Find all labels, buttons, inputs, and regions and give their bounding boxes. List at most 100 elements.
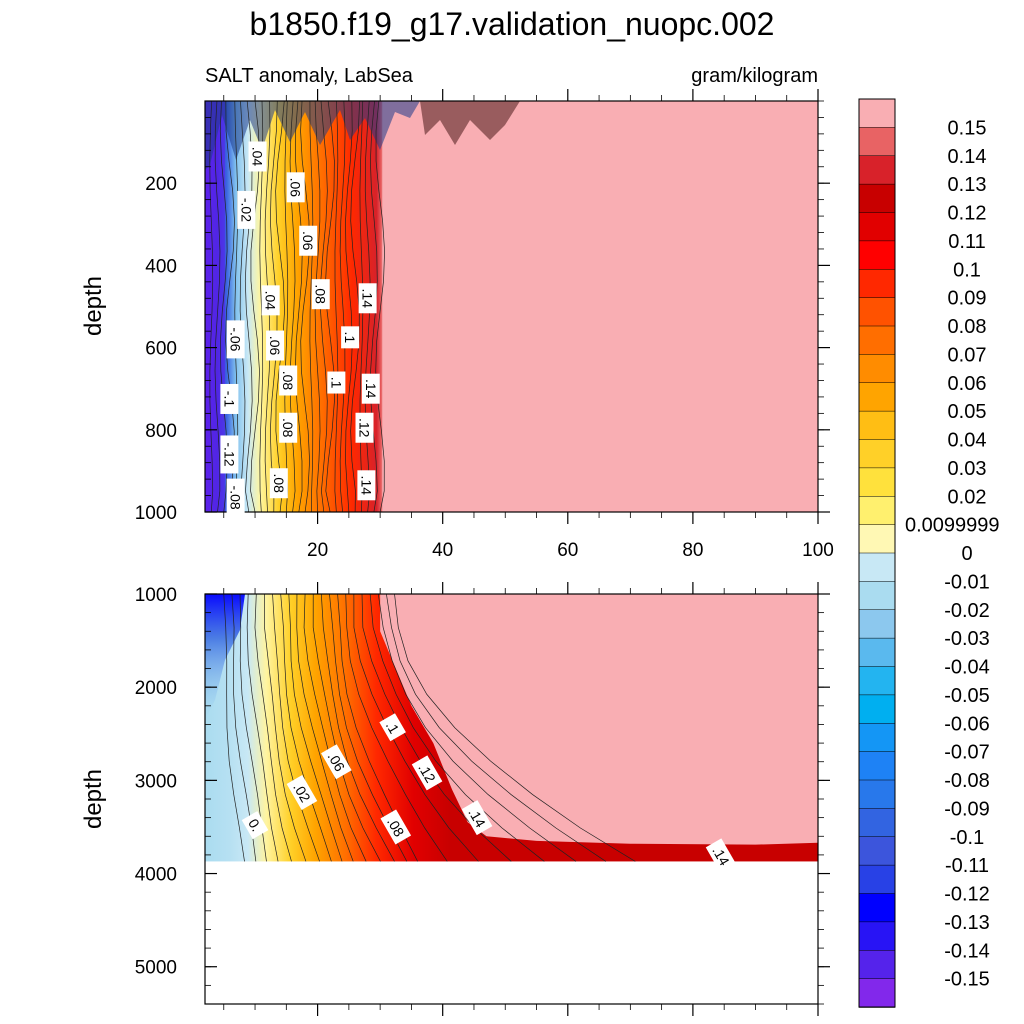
colorbar-swatch xyxy=(858,212,896,242)
colorbar-label: 0.08 xyxy=(948,316,987,338)
contour-label-bg xyxy=(411,755,443,791)
contour-label: .1 xyxy=(341,326,360,349)
contour-label: -.06 xyxy=(226,320,245,359)
y-tick-label: 4000 xyxy=(135,865,177,886)
contour-label-text: .14 xyxy=(358,476,374,496)
colorbar-label: -0.03 xyxy=(944,628,990,650)
colorbar-swatch xyxy=(858,98,896,129)
contour-label-text: -.06 xyxy=(228,327,244,351)
colorbar-label: 0.0099999 xyxy=(905,515,1000,537)
contour-label-bg xyxy=(269,468,288,499)
contour-label-text: .04 xyxy=(263,291,279,311)
contour-label-bg xyxy=(286,774,318,810)
contour-line xyxy=(246,594,279,862)
contour-label: .14 xyxy=(461,800,493,836)
colorbar-swatch xyxy=(858,382,896,412)
colorbar-swatch xyxy=(858,410,896,441)
contour-label: .06 xyxy=(286,172,305,203)
x-tick-label: 80 xyxy=(682,540,703,561)
colorbar-label: -0.15 xyxy=(944,969,990,991)
colorbar-swatch xyxy=(858,325,896,356)
contour-label: -.1 xyxy=(220,383,239,414)
colorbar-swatch xyxy=(858,694,896,724)
contour-line xyxy=(369,594,545,862)
contour-label-bg xyxy=(248,141,267,172)
contour-label-bg xyxy=(357,470,376,501)
contour-label-text: .08 xyxy=(271,473,287,493)
contour-label-bg xyxy=(226,320,245,359)
y-tick-label: 1000 xyxy=(135,585,177,606)
upper-frame xyxy=(204,100,819,513)
contour-line xyxy=(264,594,307,862)
contour-label: .08 xyxy=(269,468,288,499)
lower-fresh-anomaly xyxy=(205,594,245,720)
contour-label-text: -.12 xyxy=(221,442,237,466)
colorbar-swatch xyxy=(858,978,896,1008)
chart-title: b1850.f19_g17.validation_nuopc.002 xyxy=(250,6,775,42)
contour-label: -.12 xyxy=(220,435,239,474)
colorbar-label: 0 xyxy=(961,543,972,565)
contour-label-text: .06 xyxy=(267,336,283,356)
contour-label-bg xyxy=(361,373,380,404)
contour-line xyxy=(300,101,310,512)
contour-line xyxy=(209,101,214,512)
y-tick-label: 400 xyxy=(145,256,177,277)
contour-label-text: .1 xyxy=(342,331,358,343)
contour-label: .14 xyxy=(361,373,380,404)
contour-line xyxy=(394,594,636,862)
contour-label: .14 xyxy=(705,838,737,874)
contour-label: .04 xyxy=(248,141,267,172)
colorbar-label: 0.11 xyxy=(948,231,985,253)
contour-label: .02 xyxy=(286,774,318,810)
colorbar-frame xyxy=(858,98,896,1008)
colorbar-label: 0.12 xyxy=(948,203,987,225)
colorbar-swatch xyxy=(858,637,896,668)
colorbar-swatch xyxy=(858,864,896,895)
colorbar-swatch xyxy=(858,950,896,980)
colorbar-label: 0.05 xyxy=(948,401,987,423)
contour-line xyxy=(280,594,332,862)
upper-axis-ticks: 200 400 600 800 1000 20 40 60 80 100 xyxy=(135,89,834,561)
contour-line xyxy=(284,101,289,512)
contour-label: .14 xyxy=(357,470,376,501)
colorbar-swatch xyxy=(858,751,896,781)
contour-label-bg xyxy=(358,283,377,314)
contour-label-text: .08 xyxy=(280,371,296,391)
colorbar-label: -0.07 xyxy=(944,742,990,764)
colorbar-swatch xyxy=(858,127,896,157)
contour-label: .14 xyxy=(358,283,377,314)
upper-y-axis-label: depth xyxy=(80,276,107,336)
contour-label: .06 xyxy=(321,744,352,780)
colorbar-swatch xyxy=(858,183,896,214)
upper-contour-labels: .04 -.02 .06 .06 .04 .08 .14 -.06 .06 .1 -.1 .08 .1.… xyxy=(220,141,380,517)
upper-surface-dark-patch xyxy=(420,101,520,145)
contour-label-bg xyxy=(279,365,298,396)
contour-line xyxy=(320,594,395,862)
contour-label-bg xyxy=(341,326,360,349)
colorbar-swatch xyxy=(858,723,896,753)
colorbar-swatch xyxy=(858,581,896,611)
contour-label-bg xyxy=(237,190,256,229)
contour-label-text: .04 xyxy=(250,147,266,167)
contour-line xyxy=(339,101,346,512)
colorbar-label: -0.04 xyxy=(944,657,990,679)
contour-line xyxy=(288,594,343,862)
contour-label: .08 xyxy=(311,279,330,310)
contour-label: -.08 xyxy=(226,478,245,517)
contour-label-text: .06 xyxy=(288,178,304,198)
y-tick-label: 600 xyxy=(145,339,177,360)
contour-label-bg xyxy=(380,809,412,845)
colorbar-label: 0.06 xyxy=(948,373,987,395)
colorbar-label: -0.13 xyxy=(944,912,990,934)
colorbar-swatch xyxy=(858,552,896,583)
x-tick-label: 100 xyxy=(802,540,834,561)
upper-fill-group xyxy=(205,101,818,512)
contour-label-text: .08 xyxy=(280,418,296,438)
contour-label-bg xyxy=(705,838,737,874)
contour-label: -.02 xyxy=(237,190,256,229)
colorbar-label: -0.01 xyxy=(944,571,990,593)
colorbar-swatch xyxy=(858,524,896,554)
subtitle-variable: SALT anomaly, LabSea xyxy=(205,65,414,87)
y-tick-label: 5000 xyxy=(135,958,177,979)
colorbar-label: 0.07 xyxy=(948,344,987,366)
